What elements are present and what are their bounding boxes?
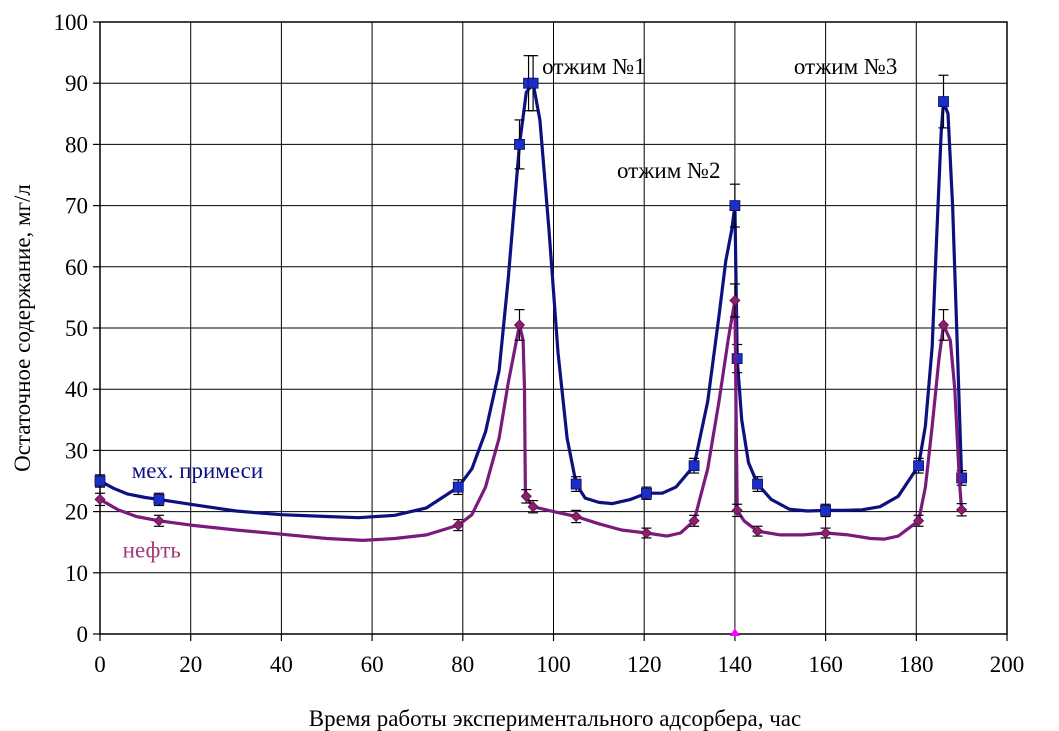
data-point (94, 475, 106, 487)
y-tick-label: 40 (65, 377, 88, 402)
y-tick-label: 100 (54, 10, 89, 35)
x-tick-label: 100 (536, 652, 571, 677)
data-point (820, 504, 831, 516)
series-line (98, 298, 964, 542)
y-tick-label: 0 (77, 622, 89, 647)
data-point (514, 138, 525, 150)
annotation: отжим №2 (617, 158, 720, 183)
data-point (527, 501, 539, 513)
series-line (98, 81, 964, 520)
x-tick-label: 180 (899, 652, 934, 677)
data-point (527, 77, 539, 89)
y-tick-labels: 0 10 20 30 40 50 60 70 80 90 100 (54, 10, 89, 647)
x-tick-labels: 0 20 40 60 80 100 120 140 160 180 200 (94, 652, 1024, 677)
series-group (94, 283, 968, 542)
y-tick-label: 80 (65, 132, 88, 157)
x-tick-label: 120 (627, 652, 662, 677)
data-point (913, 460, 924, 472)
y-tick-label: 20 (65, 500, 88, 525)
x-tick-label: 60 (361, 652, 384, 677)
y-tick-label: 50 (65, 316, 88, 341)
series-label: мех. примеси (132, 458, 263, 483)
data-point (729, 200, 741, 212)
x-tick-label: 200 (990, 652, 1025, 677)
x-tick-label: 160 (808, 652, 843, 677)
data-point (640, 527, 653, 539)
data-point (752, 525, 764, 537)
data-point (688, 460, 700, 472)
data-point (570, 478, 582, 490)
data-point (452, 519, 464, 531)
data-point (641, 487, 652, 499)
data-point (956, 472, 968, 484)
data-point (937, 319, 950, 331)
x-tick-label: 20 (179, 652, 202, 677)
x-tick-label: 40 (270, 652, 293, 677)
series-label: нефть (123, 538, 181, 563)
data-point (938, 96, 949, 107)
data-point (913, 515, 925, 527)
y-tick-label: 60 (65, 255, 88, 280)
data-point (752, 478, 763, 490)
labels-layer: мех. примеси нефть отжим №1 отжим №2 отжим №… (123, 54, 898, 562)
data-point (513, 319, 526, 331)
data-point (731, 504, 743, 516)
data-point (570, 510, 582, 523)
data-point (520, 490, 532, 502)
data-point (729, 294, 741, 307)
x-tick-label: 0 (94, 652, 106, 677)
x-axis-title: Время работы экспериментального адсорбер… (309, 706, 801, 731)
data-point (153, 493, 165, 505)
y-axis-title: Остаточное содержание, мг/л (10, 184, 35, 472)
data-point (956, 504, 968, 516)
x-tick-label: 80 (451, 652, 474, 677)
data-point (820, 527, 832, 539)
annotation: отжим №1 (542, 54, 645, 79)
data-point (452, 481, 464, 493)
annotation: отжим №3 (794, 54, 897, 79)
y-tick-label: 10 (65, 561, 88, 586)
extra-point (729, 628, 740, 636)
series-group (94, 55, 968, 520)
data-point (688, 515, 700, 527)
x-tick-label: 140 (718, 652, 753, 677)
y-tick-label: 30 (65, 438, 88, 463)
data-point (94, 493, 106, 505)
y-tick-label: 90 (65, 71, 88, 96)
y-tick-label: 70 (65, 194, 88, 219)
data-point (153, 515, 165, 527)
series-layer (94, 55, 968, 636)
